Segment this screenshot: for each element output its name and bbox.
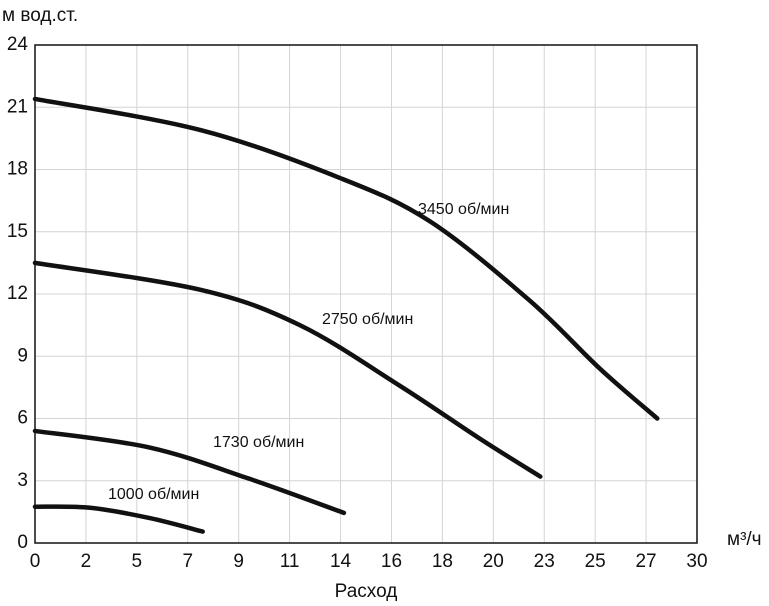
y-tick-label: 9 [17, 345, 28, 366]
x-tick-label: 25 [585, 551, 606, 572]
series-label: 1730 об/мин [213, 434, 304, 451]
x-axis-label: Расход [335, 581, 398, 602]
x-tick-label: 14 [330, 551, 352, 572]
x-tick-label: 20 [483, 551, 504, 572]
y-tick-label: 3 [17, 470, 28, 491]
curve [32, 428, 347, 516]
y-tick-label: 21 [7, 96, 28, 117]
x-tick-label: 27 [635, 551, 656, 572]
y-axis-label: м вод.ст. [2, 5, 78, 26]
curve [32, 96, 660, 421]
plot-frame [34, 44, 698, 544]
series-label: 2750 об/мин [322, 311, 413, 328]
x-tick-label: 23 [534, 551, 555, 572]
x-tick-label: 2 [81, 551, 92, 572]
curve [32, 504, 205, 534]
y-tick-label: 6 [17, 408, 28, 429]
y-tick-label: 24 [7, 34, 29, 55]
y-tick-label: 18 [7, 159, 28, 180]
x-tick-label: 18 [432, 551, 453, 572]
y-tick-label: 15 [7, 221, 28, 242]
x-tick-label: 9 [233, 551, 244, 572]
x-tick-label: 11 [280, 551, 300, 572]
y-tick-label: 0 [17, 532, 28, 553]
curve [32, 260, 543, 479]
x-tick-label: 7 [182, 551, 193, 572]
y-tick-label: 12 [7, 283, 28, 304]
x-unit-label: м³/ч [727, 529, 762, 550]
series-label: 1000 об/мин [108, 486, 199, 503]
x-tick-label: 0 [30, 551, 41, 572]
x-tick-label: 5 [132, 551, 143, 572]
x-tick-label: 30 [686, 551, 707, 572]
series-label: 3450 об/мин [418, 201, 509, 218]
x-tick-label: 16 [381, 551, 402, 572]
